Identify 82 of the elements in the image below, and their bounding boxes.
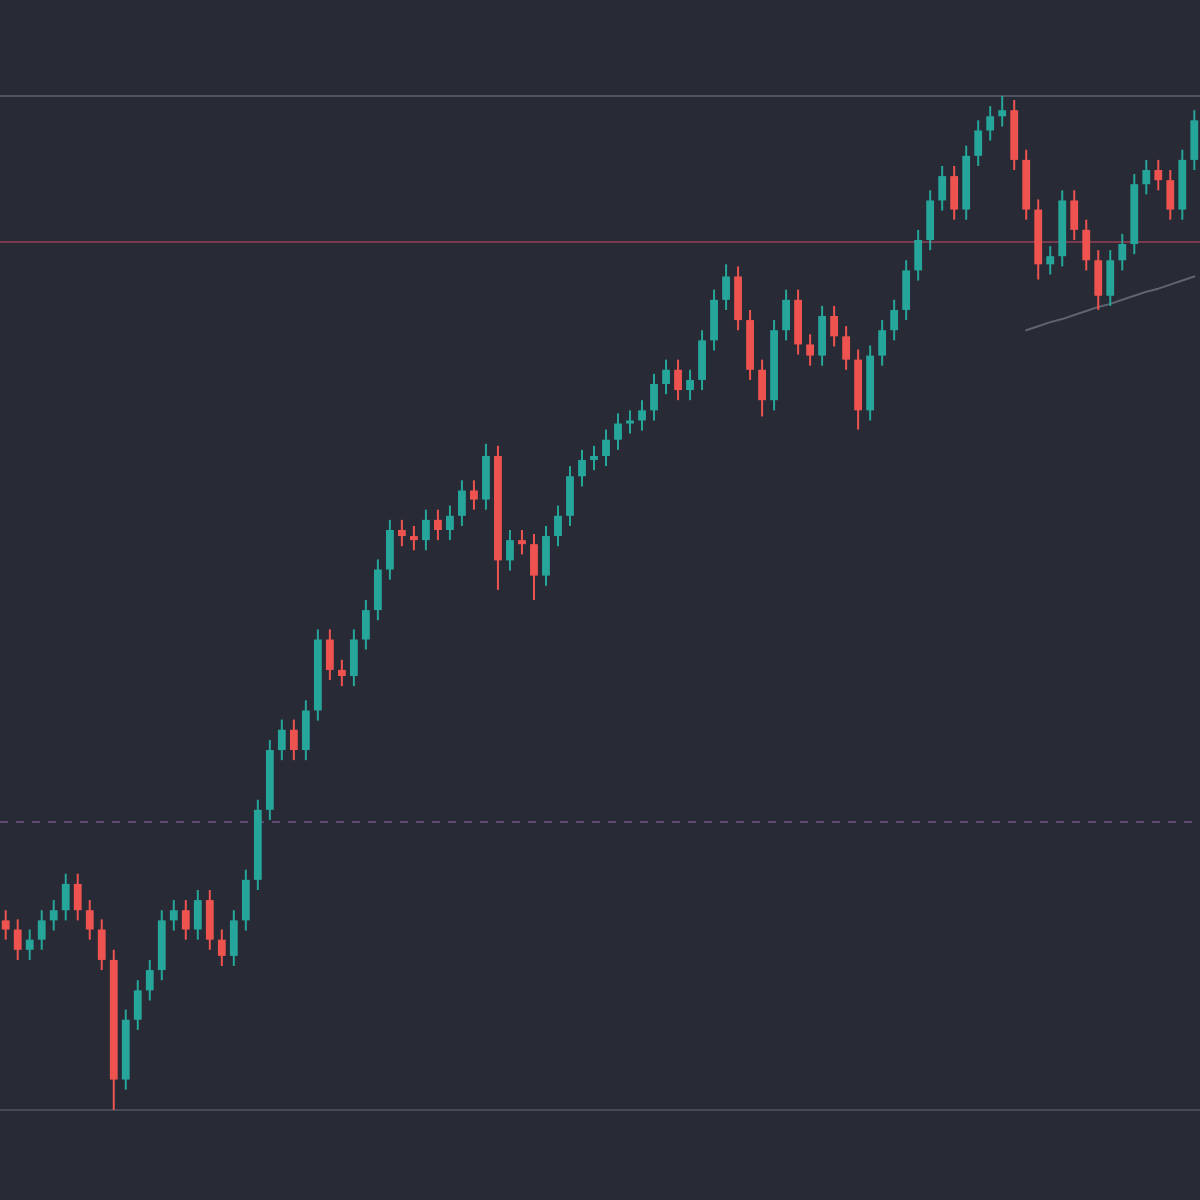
candlestick <box>926 189 935 252</box>
candlestick <box>410 524 418 552</box>
candlestick <box>385 518 394 581</box>
candlestick <box>61 872 70 922</box>
candlestick <box>542 524 550 587</box>
candlestick <box>1118 232 1127 272</box>
candlestick <box>1190 109 1199 172</box>
candlestick <box>301 699 310 762</box>
candlestick <box>229 909 238 968</box>
candlestick <box>349 628 358 688</box>
candlestick <box>133 979 142 1031</box>
candlestick <box>181 899 190 941</box>
candlestick <box>1094 249 1103 311</box>
candlestick <box>506 528 514 572</box>
candlestick <box>638 399 646 432</box>
candlestick <box>277 718 286 762</box>
candlestick <box>145 958 154 1002</box>
candlestick <box>1 909 10 941</box>
candlestick <box>289 718 298 762</box>
candlestick <box>818 304 827 367</box>
candlestick <box>986 105 995 142</box>
candlestick <box>710 288 718 352</box>
candlestick <box>914 228 923 282</box>
candlestick <box>13 918 22 961</box>
candlestick <box>974 119 983 167</box>
candlestick <box>1154 158 1163 192</box>
candlestick <box>325 628 334 682</box>
candlestick <box>482 442 490 511</box>
candlestick <box>1142 158 1151 196</box>
candlestick <box>1106 249 1115 307</box>
candlestick <box>650 372 658 422</box>
candlestick <box>25 928 34 961</box>
candlestick <box>674 358 682 402</box>
candlestick <box>950 164 959 221</box>
candlestick <box>530 533 538 601</box>
candlestick <box>590 444 598 472</box>
candlestick <box>446 504 454 542</box>
candlestick <box>470 479 478 511</box>
candlestick <box>398 518 406 548</box>
candlestick <box>890 298 899 342</box>
candlestick <box>422 508 430 552</box>
candlestick <box>373 558 382 622</box>
candlestick <box>169 899 178 932</box>
candlestick <box>554 504 562 548</box>
candlestick <box>938 164 947 212</box>
candlestick <box>626 409 634 435</box>
candlestick <box>361 598 370 651</box>
candlestick <box>794 288 802 356</box>
candlestick <box>998 95 1007 128</box>
candlestick <box>806 333 815 367</box>
candlestick <box>37 909 46 951</box>
candlestick <box>1046 245 1055 276</box>
candlestick <box>337 658 346 688</box>
candlestick <box>782 288 790 342</box>
candlestick <box>518 528 526 556</box>
candlestick <box>205 888 214 951</box>
candlestick <box>241 868 250 932</box>
candlestick <box>662 358 670 396</box>
candlestick <box>878 319 887 367</box>
candlestick <box>217 928 226 968</box>
candlestick <box>578 448 586 488</box>
candlestick <box>434 508 442 542</box>
candlestick <box>193 888 202 941</box>
candlestick <box>698 329 706 392</box>
candlestick <box>458 479 466 527</box>
candlestick <box>842 325 851 371</box>
candlestick <box>830 304 839 348</box>
candlestick <box>614 412 622 451</box>
candlestick <box>734 265 742 332</box>
candlestick <box>722 263 730 311</box>
candlestick <box>1166 169 1175 221</box>
candlestick <box>97 918 106 972</box>
candlestick <box>1070 189 1079 241</box>
candlestick <box>566 465 574 527</box>
candlestick <box>602 428 610 468</box>
candlestick <box>85 899 94 941</box>
candlestick <box>49 899 58 932</box>
candlestick <box>686 368 694 402</box>
candlestick <box>1082 218 1091 272</box>
candlestick <box>73 872 82 922</box>
candlestick <box>902 259 911 322</box>
candlestick <box>758 358 766 418</box>
